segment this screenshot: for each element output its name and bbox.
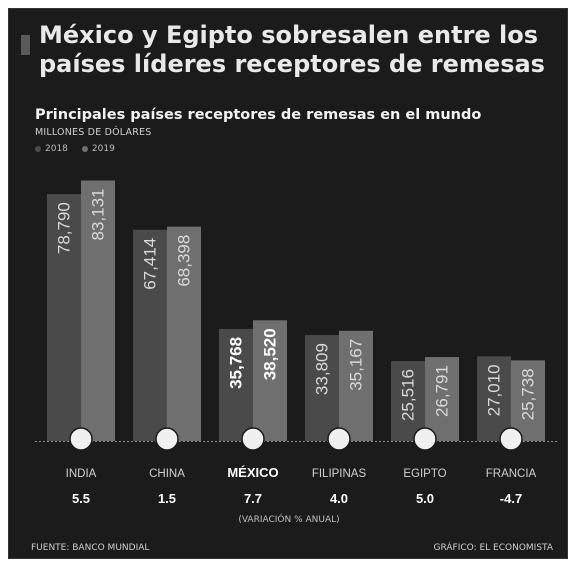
bar-2019-india	[81, 180, 115, 441]
value-label-2019-francia: 25,738	[519, 368, 538, 420]
variation-value-egipto: 5.0	[416, 491, 434, 506]
value-label-2019-china: 68,398	[175, 235, 194, 287]
credit-note: GRÁFICO: EL ECONOMISTA	[433, 543, 553, 553]
chart-frame: México y Egipto sobresalen entre los paí…	[8, 8, 568, 559]
bar-2018-china	[133, 229, 167, 441]
value-label-2019-india: 83,131	[89, 189, 108, 241]
value-label-2018-egipto: 25,516	[399, 369, 418, 421]
bar-2019-china	[167, 226, 201, 441]
variation-value-china: 1.5	[158, 491, 176, 506]
variation-value-mexico: 7.7	[244, 491, 262, 506]
legend-swatch-2019	[81, 146, 88, 152]
value-label-2019-mexico: 38,520	[261, 328, 280, 380]
bar-2019-filipinas	[339, 330, 373, 441]
legend-label-2018: 2018	[45, 144, 68, 154]
value-label-2018-china: 67,414	[141, 238, 160, 290]
value-label-2018-mexico: 35,768	[227, 337, 246, 389]
variation-note: (VARIACIÓN % ANUAL)	[238, 515, 340, 525]
bar-2018-filipinas	[305, 335, 339, 441]
category-label-mexico: MÉXICO	[227, 465, 278, 480]
category-label-india: INDIA	[66, 468, 97, 480]
bar-2018-india	[47, 194, 81, 441]
source-note: FUENTE: BANCO MUNDIAL	[31, 543, 150, 553]
bar-chart: 78,790 83,131 INDIA 5.5 67,414 68,398 CHINA 1.5…	[35, 180, 557, 506]
headline-accent-bar	[21, 35, 30, 55]
legend-swatch-2018	[35, 146, 41, 152]
bar-2018-egipto	[391, 361, 425, 441]
value-label-2018-india: 78,790	[55, 202, 74, 254]
variation-value-filipinas: 4.0	[330, 491, 348, 506]
bar-2018-mexico	[219, 328, 253, 441]
category-label-filipinas: FILIPINAS	[312, 468, 367, 480]
chart-unit: MILLONES DE DÓLARES	[35, 127, 152, 138]
flag-icon-india	[69, 427, 93, 451]
variation-value-india: 5.5	[72, 491, 90, 506]
flag-icon-francia	[499, 427, 523, 451]
value-label-2019-egipto: 26,791	[433, 365, 452, 417]
chart-title: Principales países receptores de remesas…	[35, 107, 482, 123]
value-label-2019-filipinas: 35,167	[347, 339, 366, 391]
headline: México y Egipto sobresalen entre los paí…	[39, 21, 545, 78]
bar-2019-francia	[511, 360, 545, 441]
value-label-2018-francia: 27,010	[485, 364, 504, 416]
category-label-francia: FRANCIA	[486, 468, 537, 480]
flag-icon-china	[155, 427, 179, 451]
category-label-egipto: EGIPTO	[403, 468, 446, 480]
variation-value-francia: -4.7	[500, 491, 522, 506]
bar-2019-mexico	[253, 320, 287, 441]
legend: 2018 2019	[35, 144, 115, 154]
legend-item-2018: 2018	[35, 144, 68, 154]
category-label-china: CHINA	[149, 468, 185, 480]
flag-icon-mexico	[241, 427, 265, 451]
value-label-2018-filipinas: 33,809	[313, 343, 332, 395]
flag-icon-egipto	[413, 427, 437, 451]
bar-2019-egipto	[425, 357, 459, 441]
legend-item-2019: 2019	[81, 144, 115, 154]
flag-icon-filipinas	[327, 427, 351, 451]
legend-label-2019: 2019	[91, 144, 115, 154]
bar-2018-francia	[477, 356, 511, 441]
